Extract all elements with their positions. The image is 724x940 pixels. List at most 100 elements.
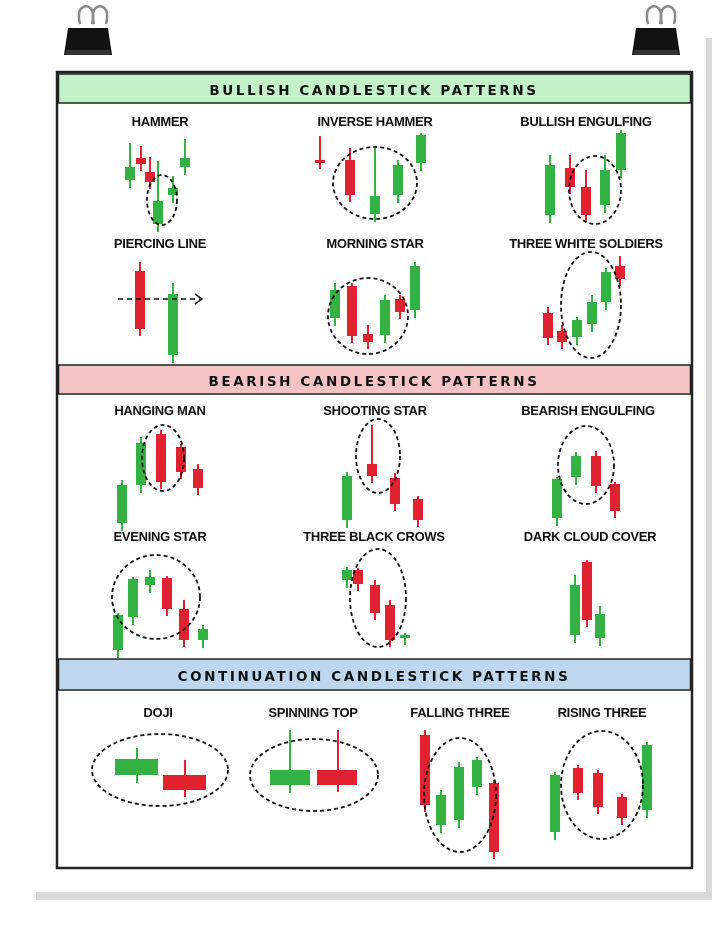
bearish-engulfing-candle-4 [610, 482, 620, 518]
bearish-header-bar [57, 364, 692, 395]
inverse-hammer-candle-3 [370, 148, 380, 222]
three-white-soldiers-candle-4 [587, 295, 597, 332]
evening-star-candle-2 [128, 577, 138, 625]
hammer-candle-6 [180, 139, 190, 175]
falling-three-highlight-ellipse [423, 737, 497, 853]
hanging-man-candle-2 [136, 437, 146, 493]
evening-star-candle-1 [113, 613, 123, 658]
pattern-title-morning-star: MORNING STAR [326, 236, 424, 251]
three-white-soldiers-candle-2 [557, 325, 567, 349]
bearish-engulfing-candle-2 [571, 452, 581, 485]
rising-three-candle-1 [550, 772, 560, 840]
hammer-candle-4 [153, 161, 163, 232]
piercing-line-arrow-icon [118, 293, 204, 305]
morning-star-candle-4 [380, 295, 390, 343]
continuation-header-title: CONTINUATION CANDLESTICK PATTERNS [178, 669, 571, 685]
hanging-man-highlight-ellipse [141, 424, 185, 492]
three-white-soldiers-candle-1 [543, 307, 553, 345]
pattern-title-bullish-engulfing: BULLISH ENGULFING [520, 114, 652, 129]
morning-star-highlight-ellipse [327, 277, 409, 355]
three-black-crows-candle-2 [353, 568, 363, 591]
morning-star-candle-2 [347, 283, 357, 343]
evening-star-candle-5 [179, 600, 189, 647]
morning-star-candle-6 [410, 262, 420, 318]
pattern-title-falling-three: FALLING THREE [410, 705, 510, 720]
morning-star-candle-1 [330, 283, 340, 326]
hammer-candle-1 [125, 143, 135, 188]
bullish-header-title: BULLISH CANDLESTICK PATTERNS [209, 83, 538, 99]
inverse-hammer-candle-2 [345, 148, 355, 202]
three-white-soldiers-highlight-ellipse [560, 251, 622, 359]
dark-cloud-cover-candle-2 [582, 560, 592, 627]
binder-clip-right-icon [632, 4, 680, 55]
inverse-hammer-candle-1 [315, 136, 325, 169]
bearish-engulfing-highlight-ellipse [557, 425, 615, 505]
spinning-top-highlight-ellipse [249, 738, 379, 812]
continuation-header-bar [57, 658, 692, 691]
three-black-crows-candle-3 [370, 580, 380, 620]
rising-three-candle-5 [642, 742, 652, 818]
three-white-soldiers-candle-5 [601, 268, 611, 310]
bullish-engulfing-highlight-ellipse [568, 155, 622, 225]
hanging-man-candle-1 [117, 480, 127, 531]
doji-highlight-ellipse [91, 733, 229, 807]
doji-candle-2 [163, 760, 206, 797]
bearish-header-title: BEARISH CANDLESTICK PATTERNS [208, 374, 539, 390]
shooting-star-candle-4 [413, 496, 423, 527]
evening-star-highlight-ellipse [111, 554, 201, 640]
pattern-title-inverse-hammer: INVERSE HAMMER [318, 114, 434, 129]
hanging-man-candle-3 [156, 430, 166, 489]
inverse-hammer-candle-4 [393, 160, 403, 203]
pattern-title-hammer: HAMMER [132, 114, 190, 129]
shooting-star-highlight-ellipse [355, 418, 401, 494]
doji-candle-1 [115, 748, 158, 783]
binder-clip-left-icon [64, 4, 112, 55]
inverse-hammer-highlight-ellipse [332, 146, 418, 220]
piercing-line-candle-2 [168, 283, 178, 363]
three-black-crows-candle-4 [385, 600, 395, 647]
three-white-soldiers-candle-3 [572, 317, 582, 345]
pattern-title-three-black-crows: THREE BLACK CROWS [303, 529, 445, 544]
bearish-engulfing-candle-3 [591, 451, 601, 493]
candlestick-marks [91, 130, 652, 859]
hammer-candle-5 [168, 176, 178, 203]
pattern-title-piercing-line: PIERCING LINE [114, 236, 207, 251]
shooting-star-candle-2 [367, 425, 377, 483]
bullish-engulfing-candle-5 [616, 130, 626, 178]
evening-star-candle-3 [145, 570, 155, 593]
three-black-crows-candle-1 [342, 567, 352, 588]
shooting-star-candle-1 [342, 472, 352, 528]
falling-three-candle-5 [489, 780, 499, 859]
spinning-top-candle-1 [270, 730, 310, 793]
evening-star-candle-6 [198, 625, 208, 648]
evening-star-candle-4 [162, 576, 172, 616]
pattern-title-evening-star: EVENING STAR [114, 529, 208, 544]
bearish-engulfing-candle-1 [552, 477, 562, 526]
bullish-engulfing-candle-4 [600, 155, 610, 213]
rising-three-candle-4 [617, 794, 627, 825]
falling-three-candle-1 [420, 730, 430, 812]
dark-cloud-cover-candle-3 [595, 606, 605, 646]
pattern-title-dark-cloud-cover: DARK CLOUD COVER [524, 529, 657, 544]
morning-star-candle-3 [363, 325, 373, 349]
pattern-title-bearish-engulfing: BEARISH ENGULFING [521, 403, 655, 418]
inverse-hammer-candle-5 [416, 133, 426, 171]
pattern-title-rising-three: RISING THREE [558, 705, 647, 720]
spinning-top-candle-2 [317, 730, 357, 792]
rising-three-candle-3 [593, 770, 603, 814]
pattern-title-hanging-man: HANGING MAN [114, 403, 205, 418]
pattern-title-spinning-top: SPINNING TOP [268, 705, 358, 720]
pattern-title-shooting-star: SHOOTING STAR [323, 403, 427, 418]
bullish-engulfing-candle-1 [545, 155, 555, 223]
falling-three-candle-4 [472, 757, 482, 795]
falling-three-candle-2 [436, 790, 446, 833]
falling-three-candle-3 [454, 762, 464, 828]
hammer-candle-2 [136, 146, 146, 171]
three-black-crows-candle-5 [400, 633, 410, 645]
pattern-title-doji: DOJI [143, 705, 172, 720]
rising-three-candle-2 [573, 765, 583, 800]
rising-three-highlight-ellipse [560, 730, 644, 840]
bullish-engulfing-candle-3 [581, 170, 591, 222]
hanging-man-candle-5 [193, 464, 203, 495]
